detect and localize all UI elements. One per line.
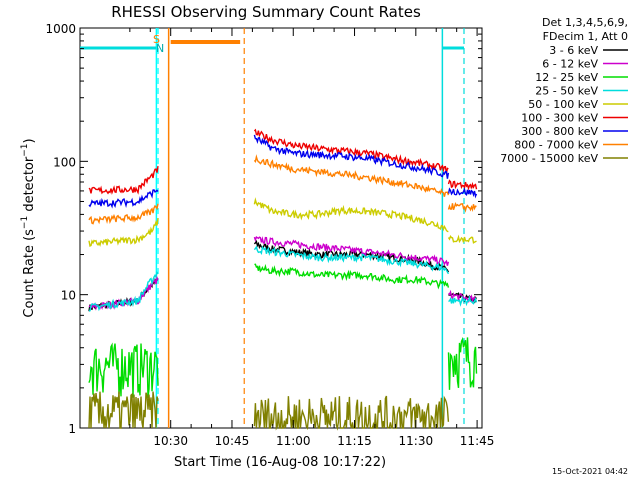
- series-line-2-0: [88, 342, 159, 399]
- series-line-1-1: [253, 236, 450, 266]
- y-tick-label: 10: [61, 289, 76, 303]
- series-line-3-2: [448, 294, 478, 307]
- series-line-3-1: [253, 245, 450, 275]
- night-marker-label: N: [156, 42, 164, 55]
- y-axis-label-exp: −1: [20, 216, 30, 229]
- series-line-4-1: [253, 197, 449, 233]
- series-line-7-0: [88, 203, 159, 225]
- series-line-5-1: [253, 128, 449, 174]
- series-800-7000keV: [88, 154, 477, 225]
- y-axis-label-end: ): [22, 138, 37, 143]
- legend-label: 50 - 100 keV: [528, 98, 598, 111]
- legend-label: 6 - 12 keV: [542, 58, 598, 71]
- legend-label: 12 - 25 keV: [535, 71, 598, 84]
- series-line-7-1: [253, 154, 450, 197]
- y-tick-label: 1: [68, 422, 76, 436]
- shading-layer: [80, 28, 465, 428]
- y-tick-label: 100: [53, 155, 76, 169]
- legend-label: 3 - 6 keV: [549, 44, 598, 57]
- legend-header-attenuator: FDecim 1, Att 0: [543, 30, 628, 43]
- axes-layer: 1 10 100 1000 10:30 10:45 11:00 11:15 11:30 11:45: [45, 22, 494, 448]
- legend-label: 300 - 800 keV: [521, 125, 598, 138]
- series-line-6-2: [447, 187, 478, 199]
- x-tick-label: 10:30: [153, 434, 188, 448]
- series-100-300keV: [88, 128, 478, 195]
- x-tick-label: 11:00: [276, 434, 311, 448]
- y-axis-label: Count Rate (s−1 detector−1): [20, 138, 37, 317]
- series-50-100keV: [88, 197, 477, 248]
- series-line-8-0: [88, 391, 159, 429]
- series-line-5-0: [88, 165, 159, 195]
- legend-label: 25 - 50 keV: [535, 85, 598, 98]
- series-line-4-2: [447, 234, 477, 244]
- legend-label: 800 - 7000 keV: [514, 139, 598, 152]
- series-300-800keV: [88, 134, 478, 209]
- series-line-2-1: [254, 263, 450, 290]
- series-layer: [88, 128, 478, 431]
- legend-label: 7000 - 15000 keV: [500, 152, 598, 165]
- series-25-50keV: [88, 245, 478, 312]
- series-line-4-0: [88, 218, 159, 248]
- series-line-8-1: [253, 395, 450, 431]
- y-axis-label-exp2: −1: [20, 143, 30, 156]
- series-line-6-0: [88, 189, 159, 209]
- y-axis-label-mid: detector: [22, 156, 37, 216]
- x-tick-label: 10:45: [215, 434, 250, 448]
- series-line-5-2: [447, 179, 478, 191]
- series-line-2-2: [447, 336, 478, 390]
- series-line-7-2: [447, 202, 477, 213]
- series-7000-15000keV: [88, 391, 450, 431]
- x-tick-label: 11:45: [460, 434, 495, 448]
- series-12-25keV: [88, 263, 478, 399]
- legend-header-detectors: Det 1,3,4,5,6,9,: [542, 16, 628, 29]
- series-line-3-0: [88, 271, 159, 312]
- saa-marker-label: S: [153, 33, 160, 46]
- x-tick-label: 11:30: [399, 434, 434, 448]
- x-tick-label: 11:15: [337, 434, 372, 448]
- y-axis-label-main: Count Rate (s: [22, 229, 37, 318]
- legend-label: 100 - 300 keV: [521, 112, 598, 125]
- footer-date: 15-Oct-2021 04:42: [552, 467, 628, 476]
- chart-title: RHESSI Observing Summary Count Rates: [111, 3, 421, 21]
- legend: Det 1,3,4,5,6,9, FDecim 1, Att 0 3 - 6 k…: [500, 16, 628, 165]
- y-tick-label: 1000: [45, 22, 76, 36]
- x-axis-label: Start Time (16-Aug-08 10:17:22): [174, 455, 386, 470]
- series-line-6-1: [253, 134, 450, 179]
